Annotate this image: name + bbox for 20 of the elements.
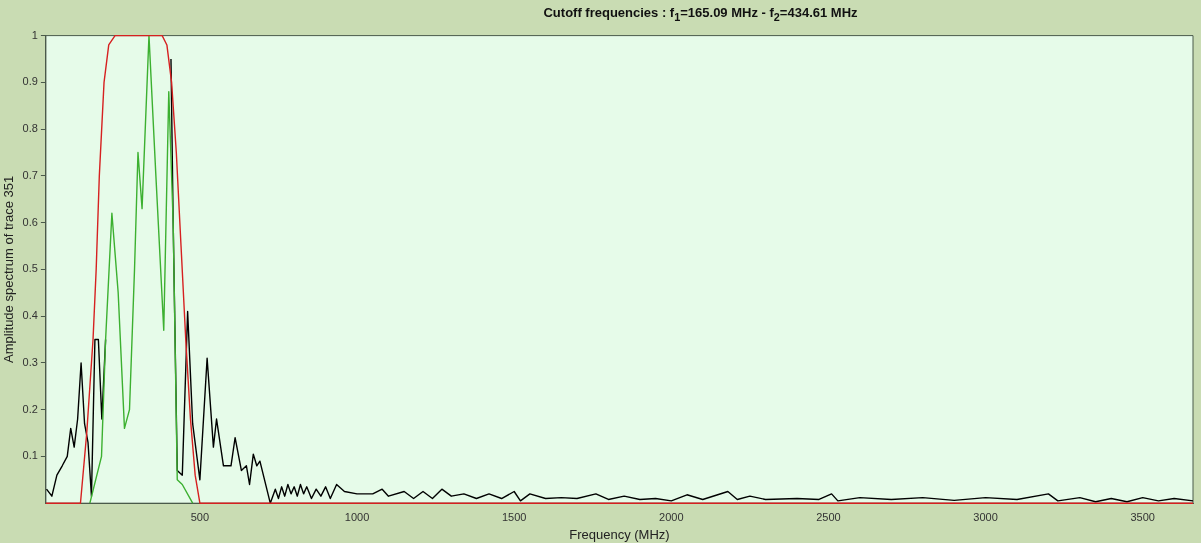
y-tick-label: 0.5 [22,262,38,275]
y-tick-label: 0.1 [22,449,38,462]
x-tick-label: 3500 [1130,510,1155,523]
x-tick-label: 3000 [973,510,998,523]
y-tick-label: 0.9 [22,75,38,88]
x-tick-label: 1500 [501,510,527,523]
y-tick-label: 0.6 [22,215,38,228]
y-tick-label: 0.3 [22,355,38,368]
x-tick-label: 2500 [816,510,841,523]
chart-title: Cutoff frequencies : f$_{1}$=165.09 MHz - f$_{2}$=434.61 MHz [542,4,859,25]
y-axis-title: Amplitude spectrum of trace 351 [1,175,17,363]
x-tick-label: 1000 [344,510,370,523]
y-tick-label: 0.4 [22,309,38,322]
y-tick-label: 0.8 [22,122,38,135]
y-tick-label: 0.2 [22,402,38,415]
x-tick-label: 2000 [659,510,684,523]
y-tick-label: 1 [31,28,38,41]
x-axis-title: Frequency (MHz) [569,526,670,542]
y-tick-label: 0.7 [22,168,38,181]
x-tick-label: 500 [190,510,210,523]
